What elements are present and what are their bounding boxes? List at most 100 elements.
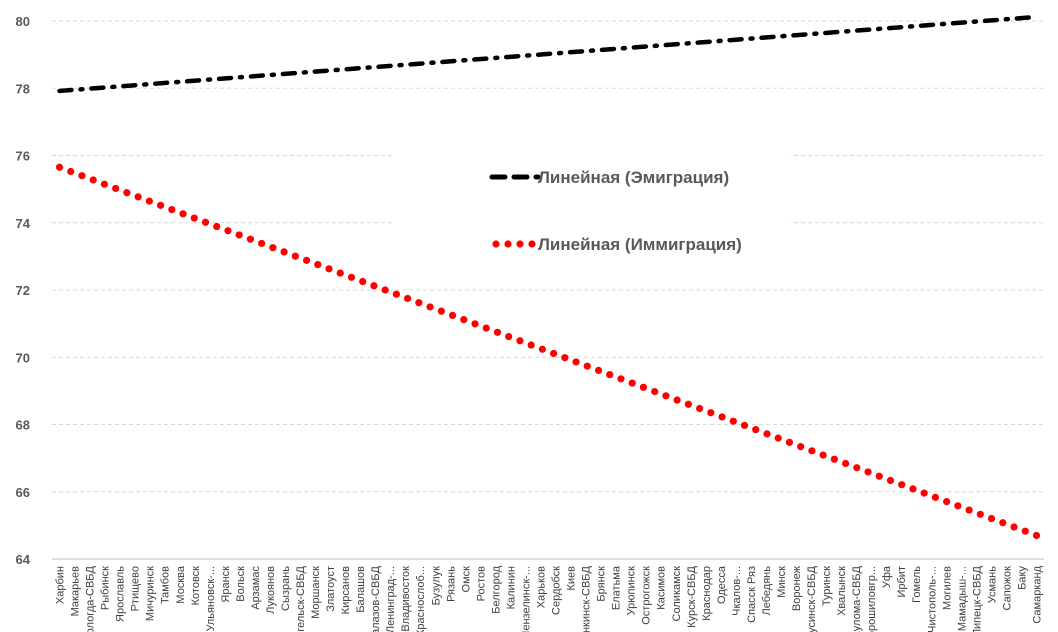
x-tick-label: Ульяновск-...: [205, 566, 217, 631]
series-point-immigration: [112, 184, 120, 193]
series-point-immigration: [740, 421, 749, 430]
series-point-immigration: [707, 409, 715, 417]
x-tick-label: Архангельск-СВБД: [295, 565, 307, 632]
y-tick-label: 76: [16, 149, 30, 164]
series-point-immigration: [662, 392, 670, 400]
series-point-immigration: [201, 218, 210, 226]
x-tick-label: Моршанск: [310, 566, 322, 619]
x-tick-label: Ирбит: [896, 566, 908, 598]
x-tick-label: Мичуринск: [145, 566, 157, 621]
series-point-immigration: [302, 256, 311, 264]
series-point-immigration: [594, 366, 603, 375]
x-tick-label: Златоуст: [325, 566, 337, 612]
series-point-immigration: [156, 201, 165, 209]
legend-background: [395, 152, 790, 267]
series-point-immigration: [684, 400, 692, 408]
x-tick-label: Сердобск: [551, 566, 563, 615]
x-tick-label: Баку: [1016, 566, 1028, 590]
series-point-immigration: [347, 273, 356, 281]
x-tick-label: Кирсанов: [340, 566, 352, 614]
series-point-immigration: [415, 299, 423, 307]
series-point-immigration: [819, 451, 827, 459]
series-point-immigration: [336, 269, 344, 277]
series-point-immigration: [617, 375, 625, 383]
series-point-immigration: [291, 252, 299, 260]
series-point-immigration: [572, 358, 580, 366]
x-tick-label: Урюпинск: [626, 566, 638, 616]
series-point-immigration: [280, 248, 288, 256]
legend: Линейная (Эмиграция) Линейная (Иммиграци…: [489, 168, 742, 254]
series-point-immigration: [830, 455, 838, 463]
x-tick-label: Хвалынск: [836, 566, 848, 616]
x-tick-label: Ртищево: [130, 566, 142, 611]
series-point-immigration: [67, 167, 75, 176]
series-point-immigration: [213, 222, 221, 231]
series-point-immigration: [639, 383, 648, 391]
series-point-immigration: [729, 417, 737, 425]
x-tick-label: Рязань: [445, 566, 457, 602]
x-tick-label: Соликамск: [671, 566, 683, 622]
legend-label-emigration: Линейная (Эмиграция): [538, 168, 729, 187]
y-tick-label: 80: [16, 14, 30, 29]
x-tick-label: Калинин: [505, 566, 517, 609]
x-tick-label: Пензелинск-...: [520, 566, 532, 632]
series-point-immigration: [89, 176, 97, 184]
x-tick-label: Вольск: [235, 566, 247, 602]
x-tick-label: Тамбов: [160, 566, 172, 604]
series-group: [55, 14, 1041, 540]
series-point-immigration: [505, 332, 513, 341]
x-tick-label: Балашов: [355, 566, 367, 613]
y-tick-label: 72: [16, 283, 30, 298]
series-point-immigration: [853, 464, 861, 472]
x-tick-label: Яранск: [220, 566, 232, 603]
y-tick-label: 64: [16, 552, 31, 567]
series-point-immigration: [628, 379, 636, 387]
legend-entry-immigration: Линейная (Иммиграция): [492, 235, 742, 254]
series-point-immigration: [785, 438, 794, 446]
series-point-immigration: [931, 493, 940, 501]
series-point-immigration: [392, 290, 401, 298]
x-tick-label: Лукоянов: [265, 566, 277, 614]
x-tick-label: Чистополь-...: [926, 566, 938, 632]
x-tick-label: Котовск: [190, 566, 202, 606]
series-point-immigration: [808, 447, 816, 455]
series-point-immigration: [943, 498, 951, 506]
series-point-immigration: [651, 387, 659, 396]
y-tick-label: 66: [16, 485, 30, 500]
series-point-immigration: [695, 404, 704, 413]
series-point-immigration: [381, 286, 389, 294]
x-tick-label: Киев: [566, 566, 578, 591]
series-point-immigration: [864, 468, 872, 476]
x-tick-label: Вологда-СВБД: [85, 565, 97, 632]
x-tick-label: Лебедянь: [761, 566, 773, 616]
x-tick-label: Елатьма: [611, 565, 623, 610]
series-point-immigration: [168, 205, 176, 214]
series-point-immigration: [370, 282, 378, 290]
series-point-immigration: [797, 442, 805, 451]
x-tick-label: Макарьев: [70, 566, 82, 617]
x-tick-label: Усмань: [986, 566, 998, 604]
y-tick-label: 68: [16, 418, 30, 433]
x-tick-label: Спасск Ряз: [746, 566, 758, 623]
x-tick-label: Краснодар: [701, 566, 713, 621]
series-point-immigration: [493, 328, 502, 336]
y-tick-label: 70: [16, 350, 30, 365]
series-point-immigration: [1032, 531, 1041, 540]
x-tick-label: Арзамас: [250, 566, 262, 610]
x-tick-label: Курск-СВБД: [686, 565, 698, 627]
series-point-immigration: [516, 337, 524, 345]
series-point-immigration: [314, 261, 322, 269]
x-tick-label: Ворошиловгр...: [866, 566, 878, 632]
series-point-immigration: [954, 502, 962, 510]
x-tick-label: Минусинск-СВБД: [806, 565, 818, 632]
series-point-immigration: [258, 239, 266, 248]
series-point-immigration: [359, 277, 367, 286]
series-point-immigration: [718, 413, 726, 421]
x-tick-label: Гомель: [911, 566, 923, 603]
x-tick-label: Владивосток: [400, 566, 412, 632]
x-tick-label: Пинкинск-СВБД: [581, 565, 593, 632]
series-point-immigration: [538, 345, 546, 353]
legend-label-immigration: Линейная (Иммиграция): [538, 235, 742, 254]
x-tick-label: Кулома-СВБД: [851, 565, 863, 632]
